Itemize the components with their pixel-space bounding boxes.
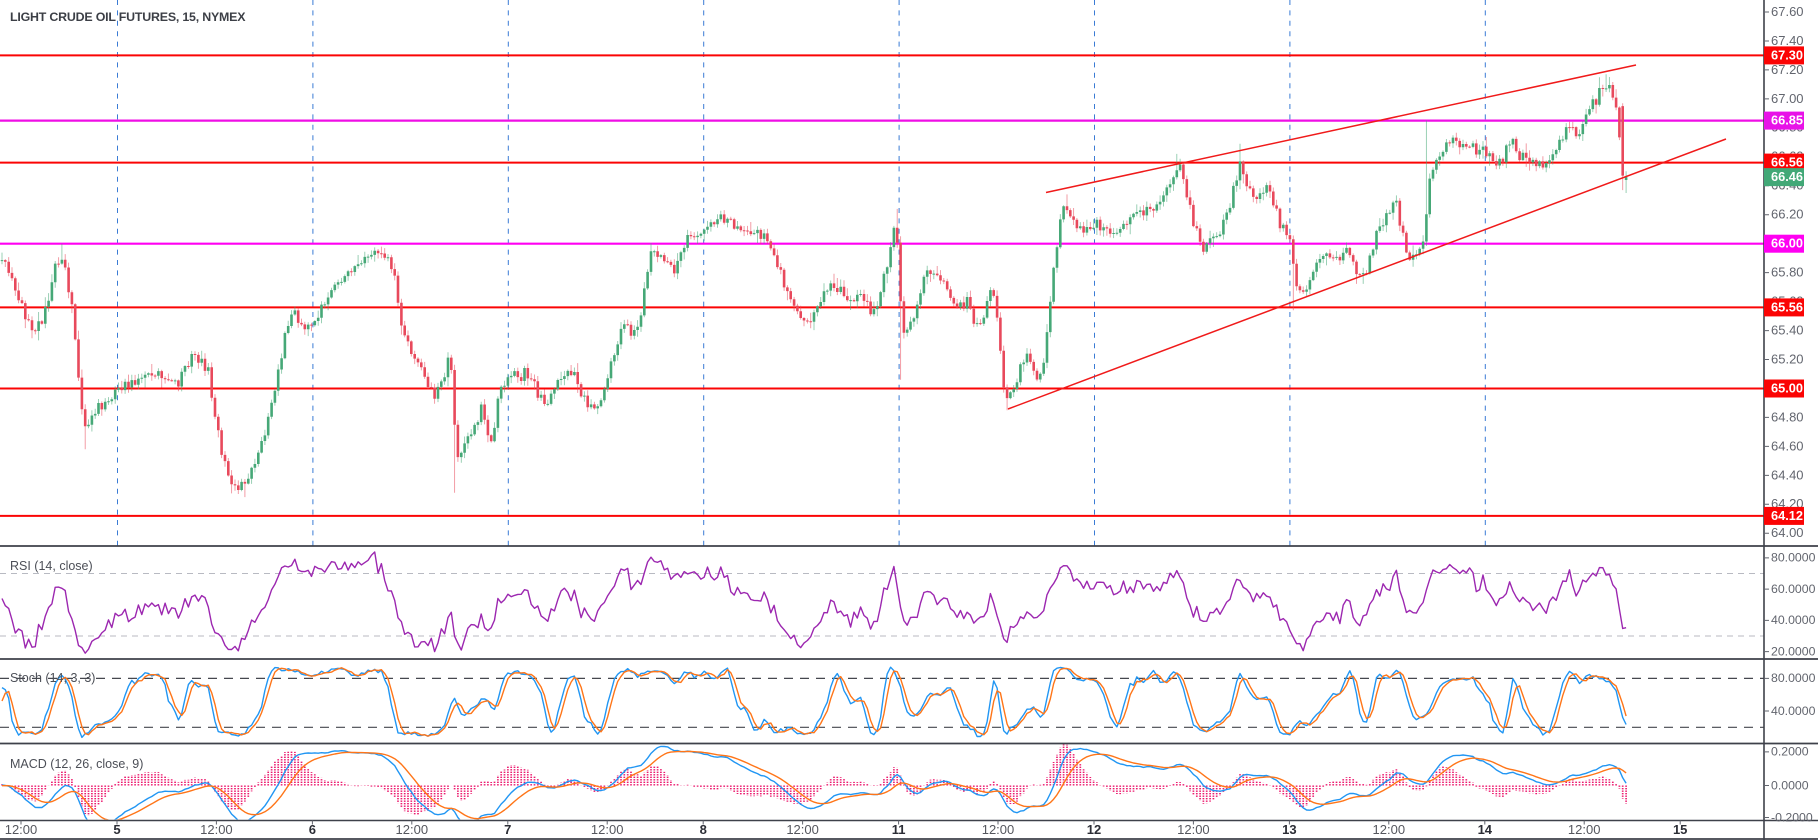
svg-text:12:00: 12:00 bbox=[396, 822, 429, 837]
svg-text:40.0000: 40.0000 bbox=[1771, 613, 1816, 627]
svg-text:12:00: 12:00 bbox=[200, 822, 233, 837]
svg-text:64.12: 64.12 bbox=[1771, 508, 1803, 523]
svg-text:12:00: 12:00 bbox=[5, 822, 38, 837]
svg-text:MACD (12, 26, close, 9): MACD (12, 26, close, 9) bbox=[10, 757, 143, 771]
svg-text:67.00: 67.00 bbox=[1771, 91, 1804, 106]
svg-text:67.40: 67.40 bbox=[1771, 33, 1804, 48]
svg-text:14: 14 bbox=[1478, 822, 1493, 837]
svg-text:80.0000: 80.0000 bbox=[1771, 551, 1816, 565]
svg-text:6: 6 bbox=[309, 822, 316, 837]
svg-text:67.20: 67.20 bbox=[1771, 62, 1804, 77]
svg-text:11: 11 bbox=[892, 822, 906, 837]
svg-text:40.0000: 40.0000 bbox=[1771, 704, 1816, 718]
svg-text:7: 7 bbox=[504, 822, 511, 837]
svg-text:66.46: 66.46 bbox=[1771, 169, 1803, 184]
svg-text:Stoch (14, 3, 3): Stoch (14, 3, 3) bbox=[10, 671, 95, 685]
svg-text:67.60: 67.60 bbox=[1771, 4, 1804, 19]
svg-text:12:00: 12:00 bbox=[982, 822, 1015, 837]
svg-text:12:00: 12:00 bbox=[1177, 822, 1210, 837]
svg-text:60.0000: 60.0000 bbox=[1771, 582, 1816, 596]
svg-text:80.0000: 80.0000 bbox=[1771, 671, 1816, 685]
svg-text:0.0000: 0.0000 bbox=[1771, 778, 1809, 792]
svg-text:-0.2000: -0.2000 bbox=[1771, 810, 1813, 824]
svg-text:12:00: 12:00 bbox=[1568, 822, 1601, 837]
svg-text:12:00: 12:00 bbox=[591, 822, 624, 837]
svg-text:64.40: 64.40 bbox=[1771, 467, 1804, 482]
svg-text:64.60: 64.60 bbox=[1771, 438, 1804, 453]
svg-text:64.80: 64.80 bbox=[1771, 409, 1804, 424]
svg-text:64.00: 64.00 bbox=[1771, 525, 1804, 540]
svg-text:12: 12 bbox=[1087, 822, 1101, 837]
svg-text:65.40: 65.40 bbox=[1771, 323, 1804, 338]
svg-text:12:00: 12:00 bbox=[786, 822, 819, 837]
svg-text:13: 13 bbox=[1282, 822, 1296, 837]
svg-text:15: 15 bbox=[1673, 822, 1687, 837]
svg-text:5: 5 bbox=[113, 822, 120, 837]
svg-text:65.00: 65.00 bbox=[1771, 380, 1803, 395]
svg-text:RSI (14, close): RSI (14, close) bbox=[10, 559, 93, 573]
svg-text:8: 8 bbox=[700, 822, 707, 837]
svg-text:LIGHT CRUDE OIL FUTURES, 15, N: LIGHT CRUDE OIL FUTURES, 15, NYMEX bbox=[10, 10, 246, 24]
svg-text:20.0000: 20.0000 bbox=[1771, 644, 1816, 658]
svg-text:12:00: 12:00 bbox=[1373, 822, 1406, 837]
svg-text:65.56: 65.56 bbox=[1771, 299, 1803, 314]
svg-text:66.56: 66.56 bbox=[1771, 154, 1803, 169]
svg-text:65.80: 65.80 bbox=[1771, 265, 1804, 280]
svg-text:66.85: 66.85 bbox=[1771, 112, 1803, 127]
svg-text:66.00: 66.00 bbox=[1771, 236, 1803, 251]
svg-text:65.20: 65.20 bbox=[1771, 351, 1804, 366]
svg-text:66.20: 66.20 bbox=[1771, 207, 1804, 222]
svg-text:0.2000: 0.2000 bbox=[1771, 745, 1809, 759]
svg-text:67.30: 67.30 bbox=[1771, 47, 1803, 62]
